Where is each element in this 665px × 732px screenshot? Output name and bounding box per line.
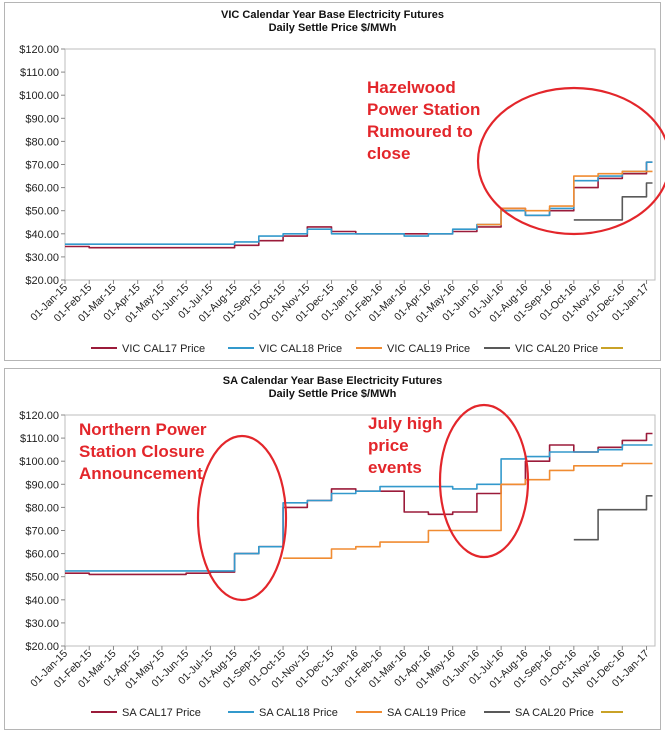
vic-annotation-hazelwood: Hazelwood Power Station Rumoured to clos… — [367, 78, 481, 163]
sa-series-line-2 — [65, 444, 653, 572]
vic-chart-panel: VIC Calendar Year Base Electricity Futur… — [4, 2, 665, 361]
vic-legend-label-4: VIC CAL20 Price — [515, 343, 598, 355]
sa-series-line-1 — [65, 432, 653, 576]
sa-legend-label-3: SA CAL19 Price — [387, 707, 466, 719]
sa-annotation-northern: Northern Power Station Closure Announcem… — [79, 420, 207, 483]
sa-y-tick-label: $120.00 — [19, 410, 59, 422]
vic-y-tick-label: $40.00 — [25, 229, 59, 241]
sa-y-tick-label: $90.00 — [25, 479, 59, 491]
sa-chart-subtitle: Daily Settle Price $/MWh — [268, 388, 397, 400]
sa-chart-panel: SA Calendar Year Base Electricity Future… — [4, 368, 661, 730]
vic-series-line-2 — [65, 161, 653, 245]
vic-y-tick-label: $50.00 — [25, 206, 59, 218]
vic-y-tick-label: $120.00 — [19, 44, 59, 56]
sa-series-line-3 — [283, 462, 653, 559]
sa-y-tick-label: $50.00 — [25, 572, 59, 584]
sa-chart-svg: $20.00 $30.00 $40.00 $50.00 $60.00 $70.00 $80.… — [19, 403, 656, 719]
sa-y-tick-label: $40.00 — [25, 595, 59, 607]
sa-y-tick-label: $80.00 — [25, 502, 59, 514]
vic-y-tick-label: $20.00 — [25, 275, 59, 287]
vic-chart-subtitle: Daily Settle Price $/MWh — [268, 22, 397, 34]
vic-legend-label-3: VIC CAL19 Price — [387, 343, 470, 355]
sa-y-tick-label: $100.00 — [19, 456, 59, 468]
vic-y-tick-label: $30.00 — [25, 252, 59, 264]
sa-y-tick-label: $70.00 — [25, 526, 59, 538]
sa-series-line-4 — [573, 495, 653, 541]
vic-y-tick-label: $100.00 — [19, 90, 59, 102]
vic-legend-label-1: VIC CAL17 Price — [122, 343, 205, 355]
vic-series-line-4 — [573, 182, 653, 221]
vic-y-tick-label: $60.00 — [25, 183, 59, 195]
vic-chart-title: VIC Calendar Year Base Electricity Futur… — [221, 9, 444, 21]
vic-highlight-ellipse-1 — [476, 86, 665, 236]
vic-y-tick-label: $110.00 — [20, 67, 59, 79]
sa-legend-label-2: SA CAL18 Price — [259, 707, 338, 719]
vic-y-tick-label: $80.00 — [25, 136, 59, 148]
vic-plot-area — [64, 48, 656, 281]
vic-series-line-3 — [476, 170, 653, 226]
sa-legend-label-4: SA CAL20 Price — [515, 707, 594, 719]
sa-y-tick-label: $110.00 — [20, 433, 59, 445]
vic-y-tick-label: $90.00 — [25, 113, 59, 125]
vic-chart-svg: $20.00 $30.00 $40.00 $50.00 $60.00 $70.00 $80.… — [19, 44, 665, 355]
sa-annotation-july: July high price events — [368, 414, 443, 477]
sa-highlight-ellipse-1 — [196, 434, 288, 602]
sa-y-tick-label: $60.00 — [25, 549, 59, 561]
sa-highlight-ellipse-2 — [438, 403, 530, 559]
vic-series-line-1 — [65, 161, 653, 249]
vic-legend-label-2: VIC CAL18 Price — [259, 343, 342, 355]
sa-y-tick-label: $30.00 — [25, 618, 59, 630]
sa-legend-label-1: SA CAL17 Price — [122, 707, 201, 719]
vic-y-tick-label: $70.00 — [25, 160, 59, 172]
sa-chart-title: SA Calendar Year Base Electricity Future… — [222, 375, 443, 387]
sa-y-tick-label: $20.00 — [25, 641, 59, 653]
